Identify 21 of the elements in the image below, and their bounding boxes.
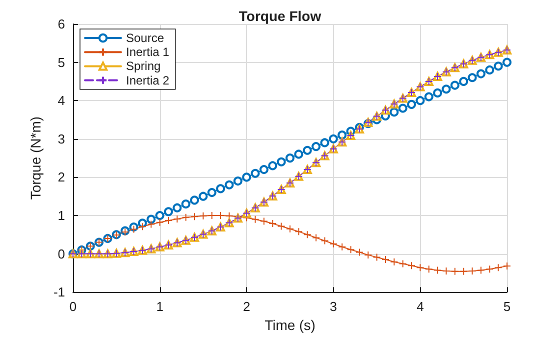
y-tick-label: 4 bbox=[58, 93, 65, 108]
y-tick-label: -1 bbox=[53, 284, 65, 300]
x-tick-label: 4 bbox=[416, 299, 424, 314]
x-tick-label: 5 bbox=[503, 299, 511, 314]
x-axis-title: Time (s) bbox=[264, 317, 316, 333]
y-tick-label: 5 bbox=[58, 54, 65, 70]
x-tick-label: 0 bbox=[69, 299, 77, 314]
x-tick-label: 3 bbox=[330, 299, 338, 314]
legend-label: Inertia 1 bbox=[126, 45, 170, 60]
y-tick-label: 0 bbox=[58, 246, 65, 262]
y-axis-title: Torque (N*m) bbox=[28, 116, 44, 200]
legend-label: Spring bbox=[126, 59, 161, 74]
legend-label: Source bbox=[126, 31, 164, 45]
x-tick-label: 1 bbox=[156, 299, 164, 314]
y-tick-label: 3 bbox=[58, 131, 65, 146]
y-tick-label: 6 bbox=[58, 16, 65, 32]
y-tick-label: 1 bbox=[58, 208, 65, 223]
y-tick-label: 2 bbox=[58, 170, 65, 185]
legend-label: Inertia 2 bbox=[126, 73, 170, 88]
x-tick-label: 2 bbox=[242, 299, 250, 314]
chart-title: Torque Flow bbox=[238, 8, 322, 24]
